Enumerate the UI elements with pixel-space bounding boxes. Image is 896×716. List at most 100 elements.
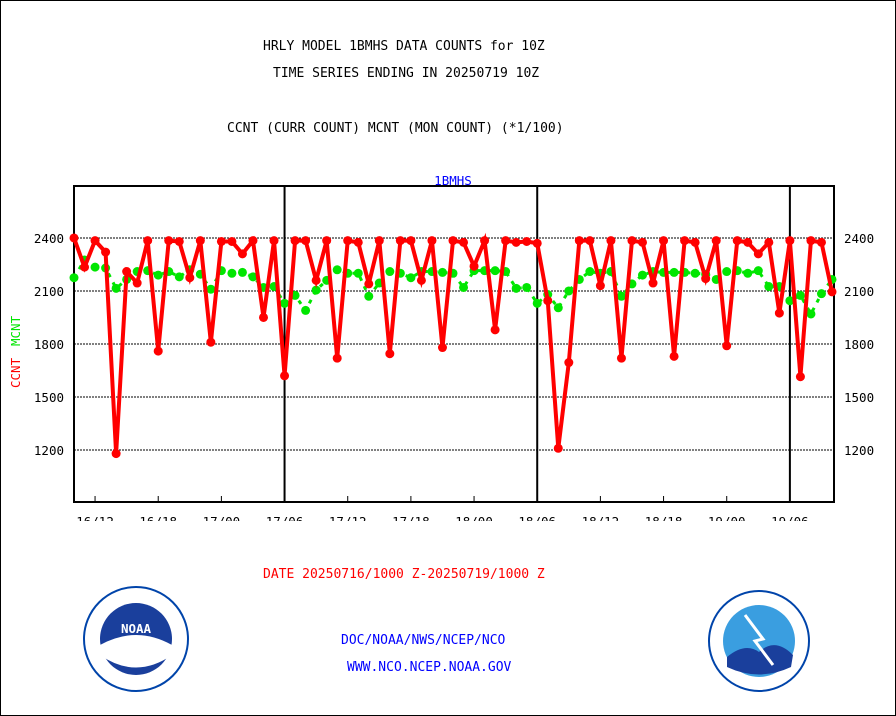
data-point-ccnt [501, 236, 511, 246]
data-point-ccnt [101, 247, 111, 257]
x-tick-label: 17/06 [266, 514, 304, 521]
subtitle: CCNT (CURR COUNT) MCNT (MON COUNT) (*1/1… [227, 121, 564, 136]
data-point-ccnt [395, 236, 405, 246]
data-point-ccnt [353, 237, 363, 247]
data-point-ccnt [153, 346, 163, 356]
data-point-ccnt [616, 353, 626, 363]
data-point-ccnt [311, 275, 321, 285]
x-tick-label: 17/00 [203, 514, 241, 521]
data-point-ccnt [322, 236, 332, 246]
plot-title: 1BMHS [434, 173, 472, 188]
website-link[interactable]: WWW.NCO.NCEP.NOAA.GOV [347, 660, 512, 675]
data-point-ccnt [459, 237, 469, 247]
x-tick-label: 17/12 [329, 514, 367, 521]
data-point-mcnt [564, 286, 574, 296]
y-label-ccnt: CCNT [8, 357, 23, 388]
nws-logo [708, 590, 810, 692]
data-point-ccnt [290, 236, 300, 246]
data-point-ccnt [690, 237, 700, 247]
data-point-mcnt [522, 282, 532, 292]
data-point-mcnt [722, 267, 732, 277]
data-point-ccnt [185, 273, 195, 283]
data-point-ccnt [111, 449, 121, 459]
data-point-ccnt [595, 281, 605, 291]
data-point-ccnt [743, 237, 753, 247]
data-point-ccnt [543, 296, 553, 306]
data-point-ccnt [585, 236, 595, 246]
data-point-ccnt [722, 341, 732, 351]
data-point-ccnt [795, 372, 805, 382]
data-point-ccnt [448, 236, 458, 246]
data-point-ccnt [122, 267, 132, 277]
data-point-ccnt [385, 349, 395, 359]
data-point-ccnt [680, 236, 690, 246]
data-point-ccnt [701, 274, 711, 284]
data-point-ccnt [764, 237, 774, 247]
data-point-ccnt [732, 236, 742, 246]
chart: 1BMHS 1200 1200 1500 1500 1800 1800 2100 2100 24… [8, 173, 874, 521]
data-point-mcnt [301, 305, 311, 315]
data-point-ccnt [785, 236, 795, 246]
data-point-ccnt [364, 279, 374, 289]
data-point-mcnt [490, 266, 500, 276]
x-tick-label: 16/18 [139, 514, 177, 521]
svg-text:NOAA: NOAA [121, 621, 152, 636]
y-tick-label-left: 2400 [34, 231, 64, 246]
data-point-mcnt [90, 262, 100, 272]
data-point-ccnt [216, 236, 226, 246]
y-tick-label-right: 2100 [844, 284, 874, 299]
x-tick-label: 18/18 [645, 514, 683, 521]
data-point-mcnt [332, 265, 342, 275]
data-point-mcnt [227, 268, 237, 278]
data-point-mcnt [669, 267, 679, 277]
data-point-ccnt [816, 237, 826, 247]
data-point-mcnt [690, 268, 700, 278]
y-tick-label-left: 2100 [34, 284, 64, 299]
data-point-ccnt [427, 236, 437, 246]
data-point-ccnt [195, 236, 205, 246]
data-point-ccnt [437, 343, 447, 353]
data-point-ccnt [469, 261, 479, 271]
y-tick-label-right: 2400 [844, 231, 874, 246]
x-tick-label: 18/00 [455, 514, 493, 521]
data-point-mcnt [111, 283, 121, 293]
data-point-ccnt [280, 371, 290, 381]
data-point-ccnt [332, 353, 342, 363]
data-point-ccnt [638, 237, 647, 247]
data-point-mcnt [459, 282, 469, 292]
data-point-mcnt [743, 268, 753, 278]
data-point-ccnt [532, 238, 542, 248]
title-line-2: TIME SERIES ENDING IN 20250719 10Z [273, 66, 540, 81]
data-point-ccnt [143, 236, 153, 246]
data-point-mcnt [280, 298, 290, 308]
data-point-ccnt [774, 308, 784, 318]
data-point-mcnt [764, 282, 774, 292]
y-tick-label-left: 1200 [34, 443, 64, 458]
data-point-mcnt [616, 291, 626, 301]
data-point-ccnt [669, 351, 679, 361]
data-point-ccnt [522, 236, 532, 246]
data-point-ccnt [553, 443, 563, 453]
noaa-logo: NOAA [83, 586, 189, 692]
x-tick-label: 17/18 [392, 514, 430, 521]
data-point-mcnt [364, 291, 374, 301]
data-point-ccnt [301, 236, 311, 246]
data-point-mcnt [532, 298, 542, 308]
y-tick-label-left: 1800 [34, 337, 64, 352]
data-point-mcnt [174, 272, 184, 282]
data-point-ccnt [606, 236, 616, 246]
org-line[interactable]: DOC/NOAA/NWS/NCEP/NCO [341, 633, 506, 648]
data-point-ccnt [564, 358, 574, 368]
data-point-mcnt [511, 283, 521, 293]
data-point-ccnt [374, 236, 384, 246]
data-point-mcnt [638, 270, 647, 280]
data-point-ccnt [164, 236, 174, 246]
data-point-ccnt [416, 275, 426, 285]
y-tick-label-right: 1800 [844, 337, 874, 352]
data-point-ccnt [237, 249, 247, 259]
x-tick-label: 19/06 [771, 514, 809, 521]
data-point-ccnt [343, 236, 353, 246]
data-point-ccnt [659, 236, 669, 246]
data-point-ccnt [80, 262, 90, 272]
data-point-ccnt [480, 236, 490, 246]
